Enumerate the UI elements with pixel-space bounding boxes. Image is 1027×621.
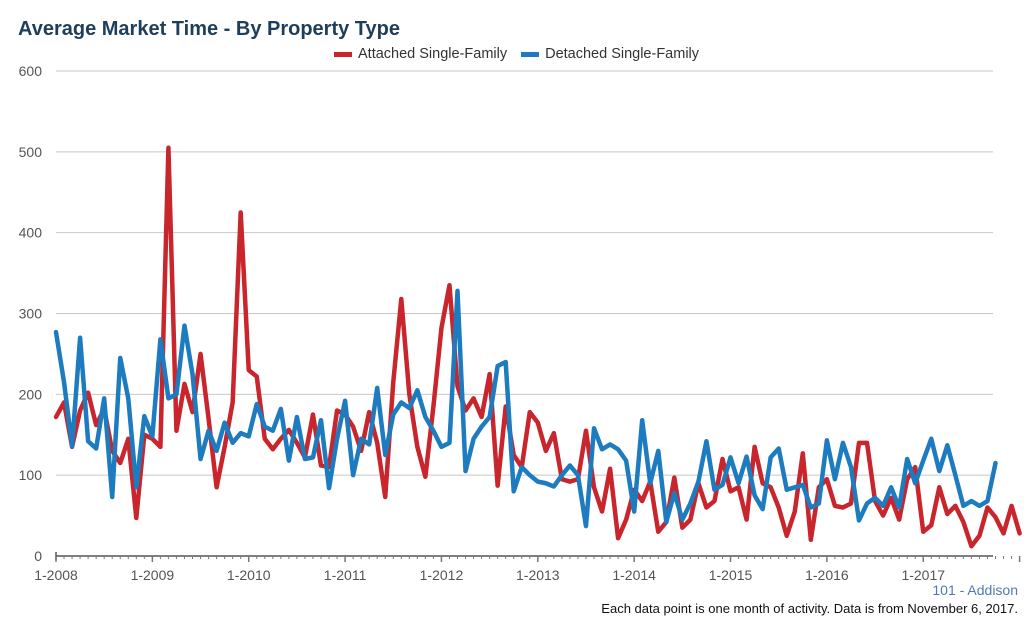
legend-item-attached[interactable]: Attached Single-Family xyxy=(334,46,507,62)
x-tick-label: 1-2017 xyxy=(901,567,945,583)
x-tick-label: 1-2016 xyxy=(805,567,849,583)
footnote: Each data point is one month of activity… xyxy=(601,601,1018,616)
y-tick-label: 300 xyxy=(19,306,43,322)
legend-swatch-attached xyxy=(334,51,352,57)
x-tick-label: 1-2012 xyxy=(420,567,464,583)
y-tick-label: 600 xyxy=(19,63,43,79)
x-tick-label: 1-2011 xyxy=(324,567,367,583)
y-tick-label: 400 xyxy=(19,225,43,241)
y-tick-label: 200 xyxy=(19,386,43,402)
legend-label-attached: Attached Single-Family xyxy=(358,46,508,62)
x-tick-label: 1-2009 xyxy=(131,567,175,583)
x-tick-label: 1-2013 xyxy=(516,567,560,583)
series-line-attached[interactable] xyxy=(53,145,1022,549)
series-line-detached[interactable] xyxy=(53,288,998,529)
legend-label-detached: Detached Single-Family xyxy=(545,46,700,62)
y-tick-label: 100 xyxy=(19,467,43,483)
y-tick-label: 0 xyxy=(34,548,42,564)
x-tick-label: 1-2008 xyxy=(34,567,78,583)
legend-swatch-detached xyxy=(521,51,540,57)
x-tick-label: 1-2010 xyxy=(227,567,271,583)
x-tick-label: 1-2015 xyxy=(709,567,753,583)
y-tick-label: 500 xyxy=(19,144,43,160)
legend-item-detached[interactable]: Detached Single-Family xyxy=(521,46,699,62)
chart-title: Average Market Time - By Property Type xyxy=(18,18,400,40)
source-label: 101 - Addison xyxy=(932,582,1018,598)
legend: Attached Single-Family Detached Single-F… xyxy=(334,45,713,63)
x-tick-label: 1-2014 xyxy=(612,567,656,583)
